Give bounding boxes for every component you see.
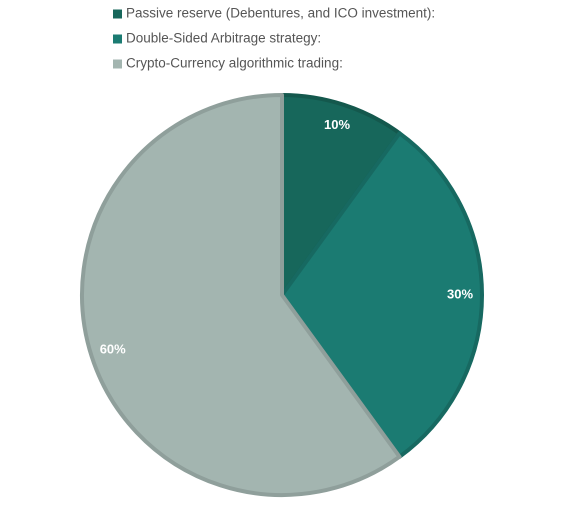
pie-slice (280, 131, 484, 459)
pie-slice (280, 93, 402, 297)
slice-label: 60% (100, 341, 126, 356)
legend-label: Crypto-Currency algorithmic trading: (126, 56, 343, 71)
legend-label: Passive reserve (Debentures, and ICO inv… (126, 6, 435, 21)
legend-swatch (113, 59, 122, 69)
slice-label: 30% (447, 286, 473, 301)
slice-label: 10% (324, 117, 350, 132)
pie-slice (80, 93, 402, 497)
legend-label: Double-Sided Arbitrage strategy: (126, 31, 321, 46)
legend-swatch (113, 9, 122, 19)
legend-swatch (113, 34, 122, 44)
